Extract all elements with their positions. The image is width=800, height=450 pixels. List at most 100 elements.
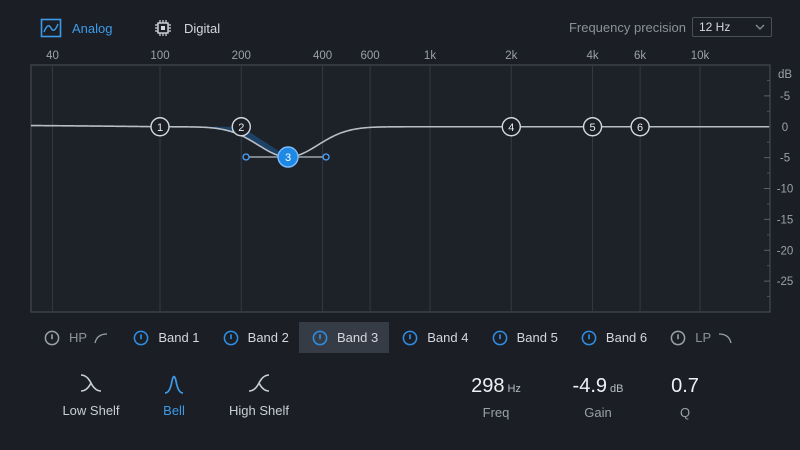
high-shelf-label: High Shelf [229,403,289,418]
gain-axis-labels: dB -5 0 -5 -10 -15 -20 -25 [777,69,794,288]
low-pass-icon [719,332,732,343]
band-node-label: 5 [589,122,595,134]
band-node-label: 4 [508,122,514,134]
power-icon[interactable] [670,330,686,346]
band-tab-label: Band 6 [605,330,648,345]
gain-value: -4.9 [572,375,607,397]
band-tab-label: LP [695,330,712,345]
band-node-label: 3 [285,152,291,164]
gain-control[interactable]: -4.9 dB Gain [560,375,636,420]
band-tab-label: Band 1 [158,330,200,345]
band-node-circle [630,117,650,137]
band-node-circle [582,117,603,137]
band-tab-label: Band 3 [336,330,379,345]
freq-control[interactable]: 298 Hz Freq [458,375,534,420]
band-node-3[interactable]: 3 [277,146,299,168]
frequency-tick-label: 400 [313,50,332,62]
band-tab-hp[interactable]: HP [0,322,120,353]
frequency-tick-label: 40 [46,50,59,62]
band-tab-band-4[interactable]: Band 4 [389,322,478,353]
low-shelf-button[interactable]: Low Shelf [46,371,136,418]
band-node-1[interactable]: 1 [150,117,170,137]
band-node-label: 2 [238,122,244,134]
freq-unit: Hz [507,383,521,395]
chevron-down-icon [755,24,765,30]
gain-tick-label: -10 [777,184,794,196]
db-unit-label: dB [778,69,792,81]
band-tab-label: HP [69,330,88,345]
band-selector: HP Band 1 Band 2 Band 3 Band 4 [0,322,800,353]
gain-tick-label: -5 [780,153,790,165]
band-tab-band-2[interactable]: Band 2 [210,322,299,353]
band-node-circle [150,117,170,137]
frequency-tick-label: 4k [586,50,598,62]
q-handle[interactable] [322,153,330,161]
power-icon[interactable] [133,330,149,346]
bell-label: Bell [163,403,185,418]
freq-value: 298 [471,375,505,397]
plot-frame [30,64,771,313]
band-node-circle [231,117,251,137]
frequency-precision: Frequency precision 12 Hz [569,17,772,37]
gain-tick-label: -20 [777,245,794,257]
gain-tick-label: -25 [777,276,794,288]
high-pass-icon [94,332,108,343]
analog-graph-icon [40,18,62,38]
top-bar: Analog Digital Frequency precision 12 Hz [0,0,800,56]
q-label: Q [679,405,691,420]
frequency-tick-label: 10k [691,50,710,62]
band-tab-band-5[interactable]: Band 5 [479,322,568,353]
gain-tick-label: -15 [777,214,794,226]
band-node-circle [501,117,521,137]
frequency-precision-select[interactable]: 12 Hz [692,17,772,37]
digital-mode-button[interactable]: Digital [152,17,220,39]
band-node-6[interactable]: 6 [630,117,650,137]
power-icon[interactable] [402,330,418,346]
q-value: 0.7 [671,375,699,397]
power-icon[interactable] [44,330,60,346]
low-shelf-label: Low Shelf [62,403,120,418]
frequency-tick-label: 2k [505,50,517,62]
digital-mode-label: Digital [184,20,221,36]
band-tab-label: Band 5 [516,330,558,345]
band-tab-lp[interactable]: LP [657,322,800,353]
frequency-precision-value: 12 Hz [699,20,731,34]
frequency-tick-label: 1k [424,50,436,62]
frequency-tick-label: 200 [232,50,251,62]
analog-mode-button[interactable]: Analog [40,17,112,39]
eq-graph[interactable]: 40 100 200 400 600 1k 2k 4k 6k 10k dB -5 0 -5 -10 -15 -… [0,40,800,318]
band-tab-band-6[interactable]: Band 6 [568,322,657,353]
band-node-4[interactable]: 4 [501,117,521,137]
gain-label: Gain [584,405,612,420]
frequency-tick-label: 600 [361,50,380,62]
power-icon[interactable] [581,330,597,346]
band-tab-label: Band 2 [247,330,289,345]
high-shelf-icon [248,374,270,392]
q-control[interactable]: 0.7 Q [655,375,715,420]
band-tab-label: Band 4 [427,330,469,345]
graph-grid [30,64,771,313]
band-node-2[interactable]: 2 [231,117,251,137]
low-shelf-icon [80,374,102,392]
band-tab-band-3[interactable]: Band 3 [298,322,390,353]
bell-icon [164,375,184,394]
frequency-axis-labels: 40 100 200 400 600 1k 2k 4k 6k 10k [46,50,709,62]
band-settings: Low Shelf Bell High Shelf 298 Hz Freq -4.… [0,353,800,450]
band-node-circle [277,146,299,168]
bell-button[interactable]: Bell [129,371,219,418]
frequency-tick-label: 6k [634,50,646,62]
gain-tick-label: -5 [780,91,790,103]
band-tab-band-1[interactable]: Band 1 [120,322,209,353]
power-icon[interactable] [223,330,239,346]
frequency-precision-label: Frequency precision [568,19,686,35]
band-node-5[interactable]: 5 [582,117,603,137]
analog-mode-label: Analog [72,20,113,36]
high-shelf-button[interactable]: High Shelf [214,371,304,418]
q-handle[interactable] [242,153,250,161]
power-icon[interactable] [492,330,508,346]
power-icon[interactable] [312,330,328,346]
band-node-label: 1 [157,122,163,134]
gain-tick-label: 0 [782,122,788,134]
band-nodes: 1 2 3 4 5 6 [150,117,650,168]
frequency-tick-label: 100 [150,50,169,62]
